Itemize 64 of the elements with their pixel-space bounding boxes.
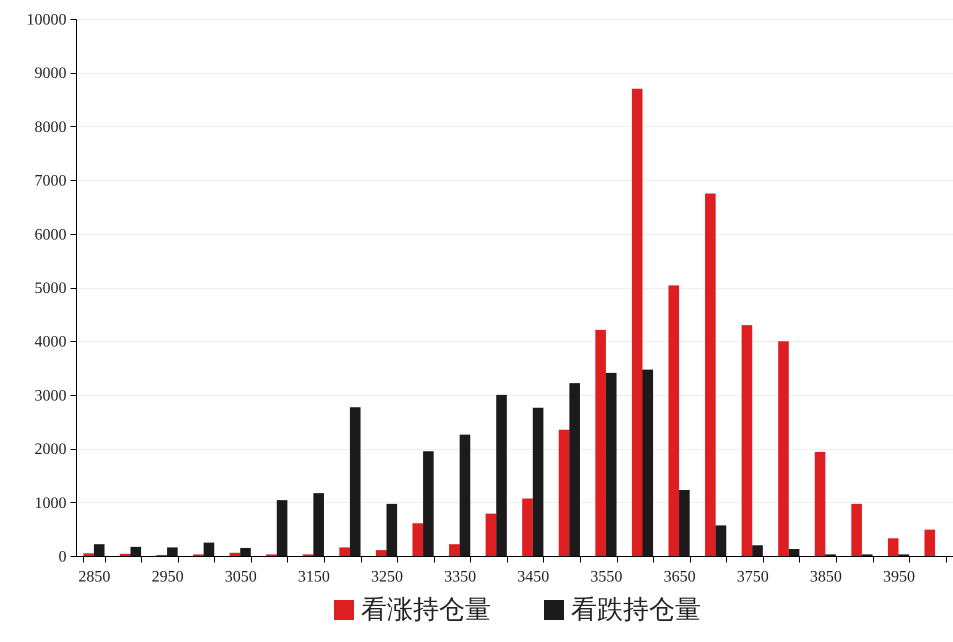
bar [742, 325, 752, 556]
x-tick-label: 3950 [883, 568, 916, 586]
legend-label: 看涨持仓量 [361, 595, 491, 624]
bar [339, 547, 350, 556]
bar [778, 341, 789, 556]
bar [386, 504, 398, 556]
x-tick-label: 3850 [810, 568, 842, 586]
y-tick-label: 7000 [34, 172, 66, 190]
y-tick-label: 10000 [26, 12, 66, 28]
bar [167, 547, 178, 556]
y-tick-label: 3000 [34, 387, 66, 404]
bar [522, 498, 533, 556]
bar [313, 493, 324, 556]
y-tick-label: 8000 [34, 118, 66, 136]
bar [496, 394, 507, 556]
x-tick-label: 3250 [370, 568, 403, 586]
y-tick-label: 4000 [34, 334, 66, 351]
x-tick-label: 3550 [590, 568, 622, 586]
bar [412, 523, 424, 556]
bar [240, 548, 251, 556]
y-tick-label: 9000 [34, 65, 66, 82]
bar [460, 434, 470, 556]
bar [449, 544, 460, 556]
bar [606, 372, 617, 556]
x-tick-label: 3450 [517, 568, 550, 586]
bar [569, 383, 580, 556]
bar [595, 330, 606, 556]
bar [752, 545, 763, 556]
x-tick-label: 3750 [736, 568, 769, 586]
bar [924, 530, 936, 556]
bar [814, 452, 826, 556]
x-tick-label: 2850 [78, 568, 110, 586]
bar [486, 514, 496, 556]
bar [230, 552, 240, 556]
legend-label: 看跌持仓量 [571, 595, 701, 624]
y-tick-label: 1000 [34, 494, 66, 512]
bar [532, 408, 544, 556]
y-tick-label: 5000 [34, 280, 66, 297]
bar [632, 88, 643, 556]
bar [558, 430, 570, 556]
bar [376, 550, 386, 556]
bar [350, 407, 361, 556]
bar [204, 542, 214, 556]
y-tick-label: 0 [58, 548, 66, 566]
bar [130, 546, 142, 556]
bar [888, 538, 899, 556]
bar [788, 549, 800, 556]
bar [83, 553, 94, 556]
x-tick-label: 3050 [224, 568, 257, 586]
bar [716, 525, 726, 556]
bar [679, 490, 690, 556]
y-tick-label: 6000 [34, 226, 66, 244]
bar [642, 370, 654, 556]
x-tick-label: 3650 [664, 568, 696, 586]
bar [668, 285, 680, 556]
bar [276, 500, 288, 556]
bar [423, 451, 434, 556]
x-tick-label: 3150 [298, 568, 330, 586]
bar [851, 504, 862, 556]
x-tick-label: 3350 [444, 568, 476, 586]
y-tick-label: 2000 [34, 441, 66, 458]
bar [94, 544, 105, 556]
bar [705, 194, 716, 556]
x-tick-label: 2950 [152, 568, 184, 586]
